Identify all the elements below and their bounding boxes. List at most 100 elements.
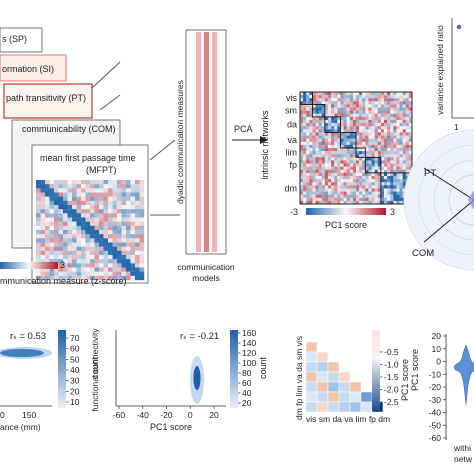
pc1-cell bbox=[387, 185, 391, 189]
network-block bbox=[364, 156, 382, 174]
pc1-cell bbox=[374, 110, 378, 114]
pc1-cell bbox=[318, 194, 322, 198]
pc1-cell bbox=[300, 169, 304, 174]
pc1-cell bbox=[387, 116, 391, 121]
mfpt-cell bbox=[139, 275, 145, 281]
pc1-cell bbox=[377, 113, 382, 118]
pc1-cell bbox=[306, 157, 310, 161]
mfpt-cell bbox=[58, 213, 64, 218]
pc1-cell bbox=[359, 182, 363, 186]
mfpt-cell bbox=[63, 242, 68, 247]
pc1-cell bbox=[377, 188, 382, 192]
arrow-line-3 bbox=[149, 139, 176, 161]
pc1-cell bbox=[306, 132, 310, 136]
pc1-cell bbox=[396, 95, 400, 99]
pc1-cell bbox=[343, 138, 347, 142]
pc1-cell bbox=[380, 98, 385, 102]
triangle-row-labels-text: dm fp lim va da sm vis bbox=[294, 336, 304, 420]
network-label-sm: sm bbox=[285, 106, 297, 116]
pc1-cell bbox=[359, 194, 363, 198]
pc1-cell bbox=[312, 172, 316, 177]
pc1-cell bbox=[331, 132, 335, 136]
pc1-cell bbox=[352, 104, 357, 108]
pc1-cell bbox=[337, 172, 341, 177]
pc1-cell bbox=[399, 110, 403, 114]
mfpt-cell bbox=[135, 217, 140, 222]
mfpt-cell bbox=[54, 200, 59, 206]
pc1-cell bbox=[318, 98, 322, 102]
pc1-cell bbox=[321, 104, 326, 108]
pc1-cell bbox=[300, 154, 304, 158]
pc1-cell bbox=[306, 120, 310, 124]
mfpt-cell bbox=[103, 246, 109, 252]
pc1-cell bbox=[349, 113, 354, 118]
pc1-cell bbox=[331, 141, 335, 146]
mfpt-cell bbox=[103, 209, 109, 214]
pc1-cell bbox=[408, 138, 413, 142]
pc1-cell bbox=[396, 141, 400, 146]
pc1-cell bbox=[356, 163, 360, 167]
mfpt-cell bbox=[45, 180, 50, 185]
g-cbar-tick-label: 60 bbox=[242, 378, 252, 388]
panel-b: dyadic communication measures communicat… bbox=[175, 29, 268, 283]
pc1-cell bbox=[328, 157, 332, 161]
mfpt-cell bbox=[45, 196, 50, 202]
pc1-cell bbox=[303, 126, 307, 130]
pc1-cell bbox=[331, 182, 335, 186]
pc1-cell bbox=[328, 135, 332, 139]
pc1-cell bbox=[356, 176, 360, 180]
pc1-cell bbox=[331, 188, 335, 192]
pc1-cell bbox=[393, 95, 397, 99]
mfpt-cell bbox=[81, 246, 86, 252]
pc1-cell bbox=[368, 151, 372, 155]
pc1-cell bbox=[306, 123, 310, 127]
mfpt-cell bbox=[54, 209, 59, 214]
pc1-cell bbox=[362, 116, 366, 121]
pc1-cell bbox=[359, 98, 363, 102]
mfpt-cell bbox=[130, 238, 136, 243]
pc1-cell bbox=[328, 138, 332, 142]
pc1-cell bbox=[306, 185, 310, 189]
pc1-cell bbox=[384, 110, 388, 114]
triangle-cell bbox=[327, 381, 340, 393]
mfpt-cell bbox=[54, 230, 59, 235]
mfpt-cell bbox=[72, 205, 77, 210]
pc1-cell bbox=[362, 188, 366, 192]
pc1-cell bbox=[393, 197, 397, 202]
mfpt-cell bbox=[45, 275, 50, 281]
pc1-cell bbox=[371, 185, 375, 189]
pc1-cell bbox=[328, 120, 332, 124]
pc1-cell bbox=[390, 197, 394, 202]
pc1-cell bbox=[393, 104, 397, 108]
pc1-cell bbox=[352, 101, 357, 105]
pc1-cell bbox=[331, 135, 335, 139]
i-xlabel-1: withi bbox=[453, 443, 471, 453]
pc1-cell bbox=[306, 191, 310, 195]
pc1-cell bbox=[405, 151, 410, 155]
pc1-cell bbox=[390, 185, 394, 189]
pc1-cell bbox=[352, 95, 357, 99]
mfpt-cell bbox=[63, 225, 68, 231]
pc1-cell bbox=[362, 169, 366, 174]
pc1-cell bbox=[324, 126, 329, 130]
pc1-cell bbox=[328, 188, 332, 192]
mfpt-cell bbox=[49, 213, 55, 218]
pc1-cell bbox=[334, 169, 338, 174]
pc1-cell bbox=[368, 197, 372, 202]
pc1-cell bbox=[368, 123, 372, 127]
mfpt-cell bbox=[130, 180, 136, 185]
pc1-cell bbox=[396, 172, 400, 177]
pc1-cell bbox=[340, 188, 344, 192]
pc1-cell bbox=[312, 104, 316, 108]
triangle-cell bbox=[338, 371, 351, 383]
pc1-cell bbox=[303, 129, 307, 133]
mfpt-cell bbox=[117, 184, 122, 189]
pc1-cell bbox=[352, 126, 357, 130]
pc1-cell bbox=[300, 129, 304, 133]
mfpt-cell bbox=[112, 200, 118, 206]
pc1-cell bbox=[328, 182, 332, 186]
mfpt-cell bbox=[81, 196, 86, 202]
pc1-cell bbox=[396, 132, 400, 136]
pc1-cell bbox=[387, 194, 391, 198]
pc1-cell bbox=[303, 116, 307, 121]
